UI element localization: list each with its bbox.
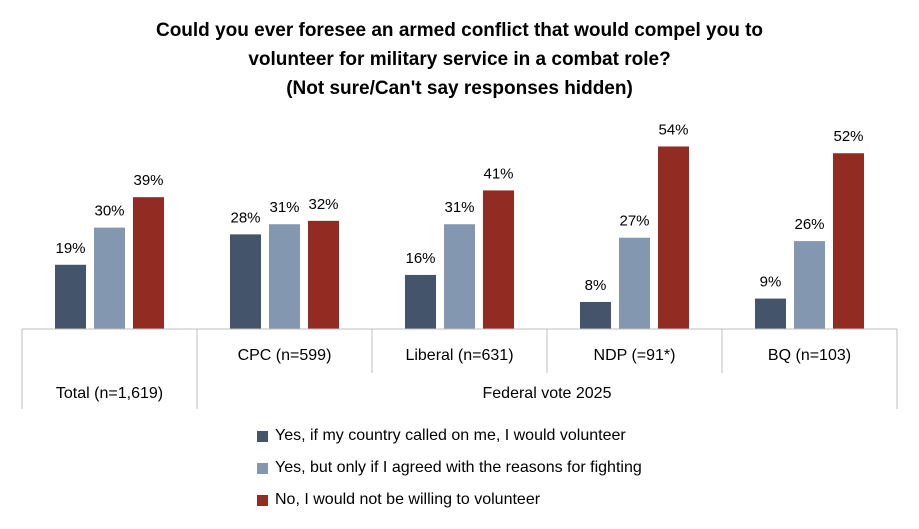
data-label: 26% [794,216,824,233]
data-label: 19% [55,240,85,257]
bar [230,234,261,329]
legend-swatch [257,494,268,506]
bar [833,153,864,329]
data-label: 8% [585,277,607,294]
bar [94,227,125,329]
legend: Yes, if my country called on me, I would… [257,420,642,516]
bar [405,274,436,329]
data-label: 31% [444,199,474,216]
data-label: 31% [269,199,299,216]
data-label: 30% [94,203,124,220]
bar [444,224,475,329]
title-line-3: (Not sure/Can't say responses hidden) [286,78,633,99]
legend-item: Yes, if my country called on me, I would… [257,420,642,452]
bar [755,298,786,329]
data-label: 52% [833,128,863,145]
group-label: Federal vote 2025 [483,385,612,402]
category-label: Liberal (n=631) [405,347,513,364]
category-label: BQ (n=103) [768,347,851,364]
bar [619,237,650,329]
title-line-1: Could you ever foresee an armed conflict… [155,20,764,41]
data-label: 28% [230,209,260,226]
category-label: Total (n=1,619) [56,385,163,402]
bar [269,224,300,329]
bar [580,301,611,329]
legend-label: Yes, if my country called on me, I would… [275,427,626,444]
legend-swatch [257,430,268,442]
bar [794,241,825,329]
bar [658,146,689,329]
data-label: 27% [619,213,649,230]
category-label: CPC (n=599) [238,347,332,364]
data-label: 9% [760,274,782,291]
bar [133,197,164,329]
data-label: 32% [308,196,338,213]
data-label: 16% [405,250,435,267]
legend-swatch [257,462,268,474]
chart-title: Could you ever foresee an armed conflict… [0,16,919,103]
legend-label: Yes, but only if I agreed with the reaso… [275,459,642,476]
legend-label: No, I would not be willing to volunteer [275,491,541,508]
data-label: 41% [483,165,513,182]
bar [483,190,514,329]
category-label: NDP (=91*) [594,347,676,364]
legend-item: No, I would not be willing to volunteer [257,484,642,516]
data-label: 39% [133,172,163,189]
bar [55,264,86,329]
title-line-2: volunteer for military service in a comb… [248,49,671,70]
bar [308,220,339,329]
legend-item: Yes, but only if I agreed with the reaso… [257,452,642,484]
data-label: 54% [658,121,688,138]
